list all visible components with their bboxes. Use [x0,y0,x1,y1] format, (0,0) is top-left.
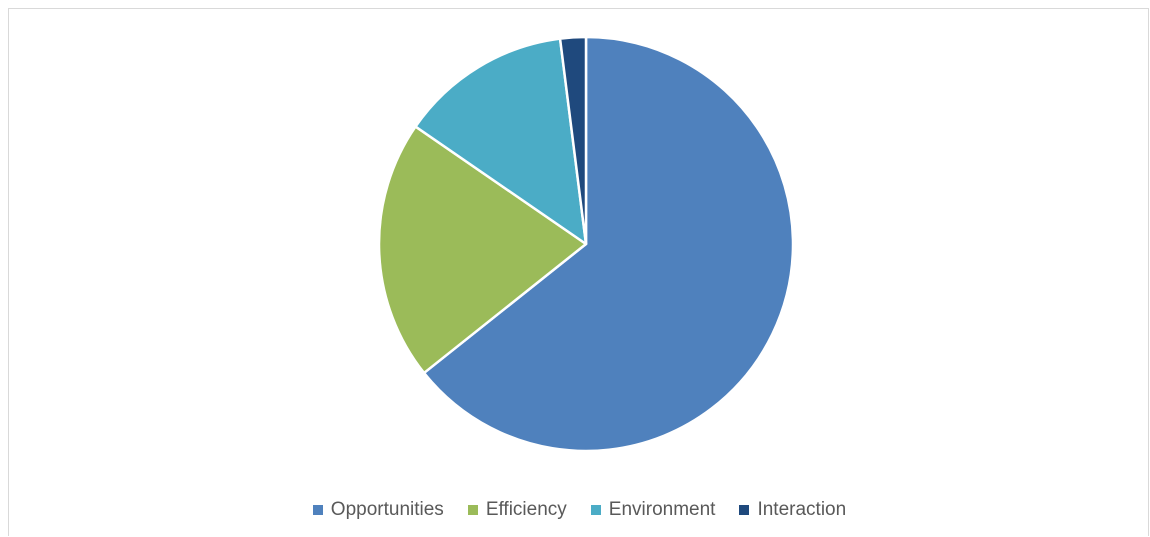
pie-slice-interaction [558,35,588,246]
legend-label-interaction: Interaction [757,499,847,520]
legend-swatch-environment [590,505,601,515]
pie-slice-environment [414,37,588,246]
pie-slice-efficiency [377,125,588,375]
legend-item-environment: Environment [590,499,716,521]
pie-slice-opportunities [422,35,795,453]
chart-legend: Opportunities Efficiency Environment Int… [9,499,1150,521]
pie-chart [377,35,795,453]
pie-slices [377,35,795,453]
legend-label-environment: Environment [608,499,716,520]
legend-label-opportunities: Opportunities [330,499,444,520]
legend-label-efficiency: Efficiency [485,499,567,520]
legend-swatch-opportunities [312,505,323,515]
legend-item-interaction: Interaction [739,499,846,521]
legend-item-efficiency: Efficiency [467,499,567,521]
legend-item-opportunities: Opportunities [312,499,444,521]
chart-area: Opportunities Efficiency Environment Int… [8,8,1149,536]
legend-swatch-interaction [739,505,750,515]
legend-swatch-efficiency [467,505,478,515]
